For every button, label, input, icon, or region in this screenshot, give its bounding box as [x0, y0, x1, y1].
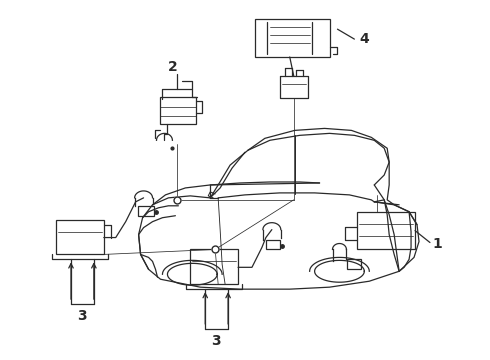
Bar [255, 19, 329, 57]
Bar [161, 96, 196, 125]
Text: 3: 3 [211, 334, 221, 348]
Text: 2: 2 [168, 60, 177, 74]
Text: 4: 4 [359, 32, 369, 46]
Bar [357, 212, 415, 249]
Bar [266, 239, 280, 249]
Bar [190, 249, 238, 284]
Text: 1: 1 [433, 238, 442, 252]
Bar [347, 260, 361, 269]
Bar [138, 206, 153, 216]
Text: 3: 3 [77, 309, 87, 323]
Bar [56, 220, 104, 255]
